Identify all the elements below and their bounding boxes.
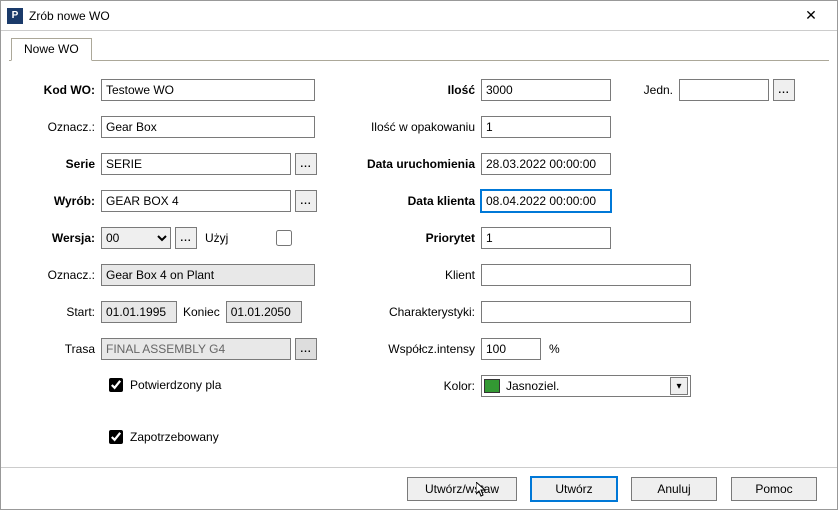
footer: Utwórz/wstaw Utwórz Anuluj Pomoc xyxy=(1,467,837,509)
label-data-klienta: Data klienta xyxy=(361,194,481,208)
pomoc-button[interactable]: Pomoc xyxy=(731,477,817,501)
checkbox-potwierdzony[interactable]: Potwierdzony pla xyxy=(105,375,221,395)
titlebar: P Zrób nowe WO ✕ xyxy=(1,1,837,31)
checkbox-potwierdzony-input[interactable] xyxy=(109,378,123,392)
label-serie: Serie xyxy=(1,157,101,171)
label-wyrob: Wyrób: xyxy=(1,194,101,208)
select-kolor[interactable]: Jasnoziel. ▾ xyxy=(481,375,691,397)
label-trasa: Trasa xyxy=(1,342,101,356)
label-potwierdzony: Potwierdzony pla xyxy=(130,378,221,392)
input-data-uruch[interactable] xyxy=(481,153,611,175)
utworz-wstaw-button[interactable]: Utwórz/wstaw xyxy=(407,477,517,501)
label-uzyj: Użyj xyxy=(197,231,236,245)
label-start: Start: xyxy=(1,305,101,319)
input-wyrob[interactable] xyxy=(101,190,291,212)
label-charakt: Charakterystyki: xyxy=(361,305,481,319)
form-area: Kod WO: Oznacz.: Serie ... Wyrób: ... We… xyxy=(1,61,837,461)
lookup-serie-button[interactable]: ... xyxy=(295,153,317,175)
input-kod-wo[interactable] xyxy=(101,79,315,101)
input-oznacz2[interactable] xyxy=(101,264,315,286)
lookup-wersja-button[interactable]: ... xyxy=(175,227,197,249)
label-wspolcz: Współcz.intensy xyxy=(361,342,481,356)
checkbox-zapotrzebowany[interactable]: Zapotrzebowany xyxy=(105,427,219,447)
checkbox-zapotrzebowany-input[interactable] xyxy=(109,430,123,444)
input-charakt[interactable] xyxy=(481,301,691,323)
input-start[interactable] xyxy=(101,301,177,323)
checkbox-uzyj[interactable] xyxy=(276,230,292,246)
input-jedn[interactable] xyxy=(679,79,769,101)
utworz-wstaw-label: Utwórz/wstaw xyxy=(425,482,499,496)
label-data-uruch: Data uruchomienia xyxy=(361,157,481,171)
label-oznacz1: Oznacz.: xyxy=(1,120,101,134)
chevron-down-icon: ▾ xyxy=(670,377,688,395)
label-zapotrzebowany: Zapotrzebowany xyxy=(130,430,219,444)
input-serie[interactable] xyxy=(101,153,291,175)
input-oznacz1[interactable] xyxy=(101,116,315,138)
tab-nowe-wo[interactable]: Nowe WO xyxy=(11,38,92,61)
label-wspolcz-unit: % xyxy=(541,342,566,356)
app-icon: P xyxy=(7,8,23,24)
label-kolor: Kolor: xyxy=(361,379,481,393)
label-klient: Klient xyxy=(361,268,481,282)
input-trasa[interactable] xyxy=(101,338,291,360)
label-priorytet: Priorytet xyxy=(361,231,481,245)
input-klient[interactable] xyxy=(481,264,691,286)
anuluj-button[interactable]: Anuluj xyxy=(631,477,717,501)
window-title: Zrób nowe WO xyxy=(29,9,791,23)
label-wersja: Wersja: xyxy=(1,231,101,245)
label-ilosc: Ilość xyxy=(361,83,481,97)
select-wersja[interactable]: 00 xyxy=(101,227,171,249)
lookup-jedn-button[interactable]: ... xyxy=(773,79,795,101)
input-wspolcz[interactable] xyxy=(481,338,541,360)
kolor-value: Jasnoziel. xyxy=(506,379,559,393)
label-ilosc-opak: Ilość w opakowaniu xyxy=(361,120,481,134)
utworz-button[interactable]: Utwórz xyxy=(531,477,617,501)
label-koniec: Koniec xyxy=(177,305,226,319)
input-ilosc[interactable] xyxy=(481,79,611,101)
window: P Zrób nowe WO ✕ Nowe WO Kod WO: Oznacz.… xyxy=(0,0,838,510)
input-data-klienta[interactable] xyxy=(481,190,611,212)
input-koniec[interactable] xyxy=(226,301,302,323)
label-oznacz2: Oznacz.: xyxy=(1,268,101,282)
close-button[interactable]: ✕ xyxy=(791,2,831,30)
label-jedn: Jedn. xyxy=(621,83,679,97)
tabstrip: Nowe WO xyxy=(9,37,829,61)
label-kod-wo: Kod WO: xyxy=(1,83,101,97)
lookup-trasa-button[interactable]: ... xyxy=(295,338,317,360)
lookup-wyrob-button[interactable]: ... xyxy=(295,190,317,212)
kolor-swatch xyxy=(484,379,500,393)
input-priorytet[interactable] xyxy=(481,227,611,249)
input-ilosc-opak[interactable] xyxy=(481,116,611,138)
